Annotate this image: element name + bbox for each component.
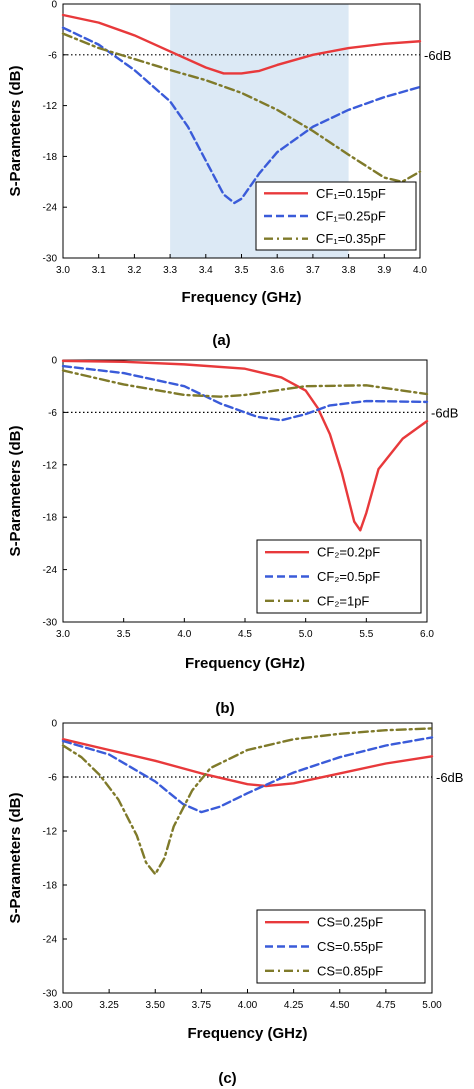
series-line-2 <box>61 32 422 184</box>
reference-line-label: -6dB <box>431 405 458 420</box>
legend-entry-label: CF₁=0.25pF <box>316 209 386 224</box>
x-tick-label: 4.0 <box>413 265 427 276</box>
x-tick-label: 3.50 <box>146 1000 166 1011</box>
y-axis-label: S-Parameters (dB) <box>7 426 24 557</box>
y-tick-label: -30 <box>43 989 58 1000</box>
chart-panel-1: 0 -6 -12 -18 -24 -303.0 3.5 4.0 4.5 5.0 5.5 6.0 Freq… <box>7 356 458 718</box>
y-tick-label: -6 <box>48 50 57 61</box>
y-tick-label: 0 <box>51 719 57 730</box>
x-tick-label: 4.75 <box>376 1000 396 1011</box>
x-axis-label: Frequency (GHz) <box>185 655 305 672</box>
y-tick-label: -18 <box>43 881 58 892</box>
x-tick-label: 6.0 <box>420 629 434 640</box>
x-tick-label: 5.00 <box>422 1000 442 1011</box>
x-tick-label: 3.1 <box>92 265 106 276</box>
x-tick-label: 3.9 <box>377 265 391 276</box>
x-tick-label: 3.8 <box>342 265 356 276</box>
x-tick-label: 3.00 <box>53 1000 73 1011</box>
x-tick-label: 3.4 <box>199 265 213 276</box>
x-tick-label: 4.25 <box>284 1000 304 1011</box>
y-tick-label: -30 <box>43 254 58 265</box>
legend-entry-label: CF₂=0.5pF <box>317 569 380 584</box>
y-tick-label: -12 <box>43 827 58 838</box>
legend-entry-label: CF₂=1pF <box>317 593 369 608</box>
x-tick-label: 3.6 <box>270 265 284 276</box>
x-axis-label: Frequency (GHz) <box>187 1025 307 1042</box>
y-tick-label: -18 <box>43 152 58 163</box>
x-tick-label: 3.2 <box>127 265 141 276</box>
y-tick-label: -24 <box>43 565 58 576</box>
chart-panel-0: 0 -6 -12 -18 -24 -303.0 3.1 3.2 3.3 3.4 3.5 3.6 3.7 3… <box>7 0 451 349</box>
series-line-0 <box>61 359 429 532</box>
y-tick-label: -30 <box>43 618 58 629</box>
x-tick-label: 3.25 <box>99 1000 119 1011</box>
reference-line-label: -6dB <box>424 48 451 63</box>
x-tick-label: 3.0 <box>56 629 70 640</box>
panel-caption: (c) <box>218 1070 236 1087</box>
x-tick-label: 5.5 <box>359 629 373 640</box>
series-line-1 <box>61 26 422 205</box>
x-tick-label: 3.5 <box>117 629 131 640</box>
panel-caption: (b) <box>215 700 234 717</box>
legend-entry-label: CF₁=0.35pF <box>316 231 386 246</box>
series-line-2 <box>61 369 429 398</box>
x-tick-label: 3.75 <box>192 1000 212 1011</box>
y-tick-label: 0 <box>51 0 57 11</box>
x-tick-label: 4.50 <box>330 1000 350 1011</box>
y-tick-label: -6 <box>48 408 57 419</box>
legend-entry-label: CF₁=0.15pF <box>316 186 386 201</box>
y-tick-label: -18 <box>43 513 58 524</box>
x-tick-label: 4.5 <box>238 629 252 640</box>
series-line-1 <box>61 736 434 814</box>
x-axis-label: Frequency (GHz) <box>181 289 301 306</box>
y-tick-label: -6 <box>48 773 57 784</box>
y-tick-label: -12 <box>43 101 58 112</box>
legend-entry-label: CS=0.55pF <box>317 939 383 954</box>
x-tick-label: 5.0 <box>299 629 313 640</box>
series-line-1 <box>61 364 429 422</box>
series-line-0 <box>61 738 434 788</box>
y-axis-label: S-Parameters (dB) <box>7 66 24 197</box>
y-tick-label: 0 <box>51 356 57 367</box>
y-tick-label: -24 <box>43 935 58 946</box>
y-tick-label: -12 <box>43 460 58 471</box>
x-tick-label: 3.5 <box>235 265 249 276</box>
x-tick-label: 3.0 <box>56 265 70 276</box>
series-line-0 <box>61 13 422 75</box>
legend-entry-label: CF₂=0.2pF <box>317 545 380 560</box>
chart-panel-2: 0 -6 -12 -18 -24 -303.00 3.25 3.50 3.75 4.00 4.25 4… <box>7 719 463 1088</box>
y-tick-label: -24 <box>43 203 58 214</box>
x-tick-label: 4.0 <box>177 629 191 640</box>
x-tick-label: 3.7 <box>306 265 320 276</box>
panel-caption: (a) <box>212 332 230 349</box>
legend-entry-label: CS=0.85pF <box>317 963 383 978</box>
x-tick-label: 4.00 <box>238 1000 258 1011</box>
series-line-2 <box>61 727 434 876</box>
legend-entry-label: CS=0.25pF <box>317 915 383 930</box>
reference-line-label: -6dB <box>436 770 463 785</box>
y-axis-label: S-Parameters (dB) <box>7 793 24 924</box>
x-tick-label: 3.3 <box>163 265 177 276</box>
